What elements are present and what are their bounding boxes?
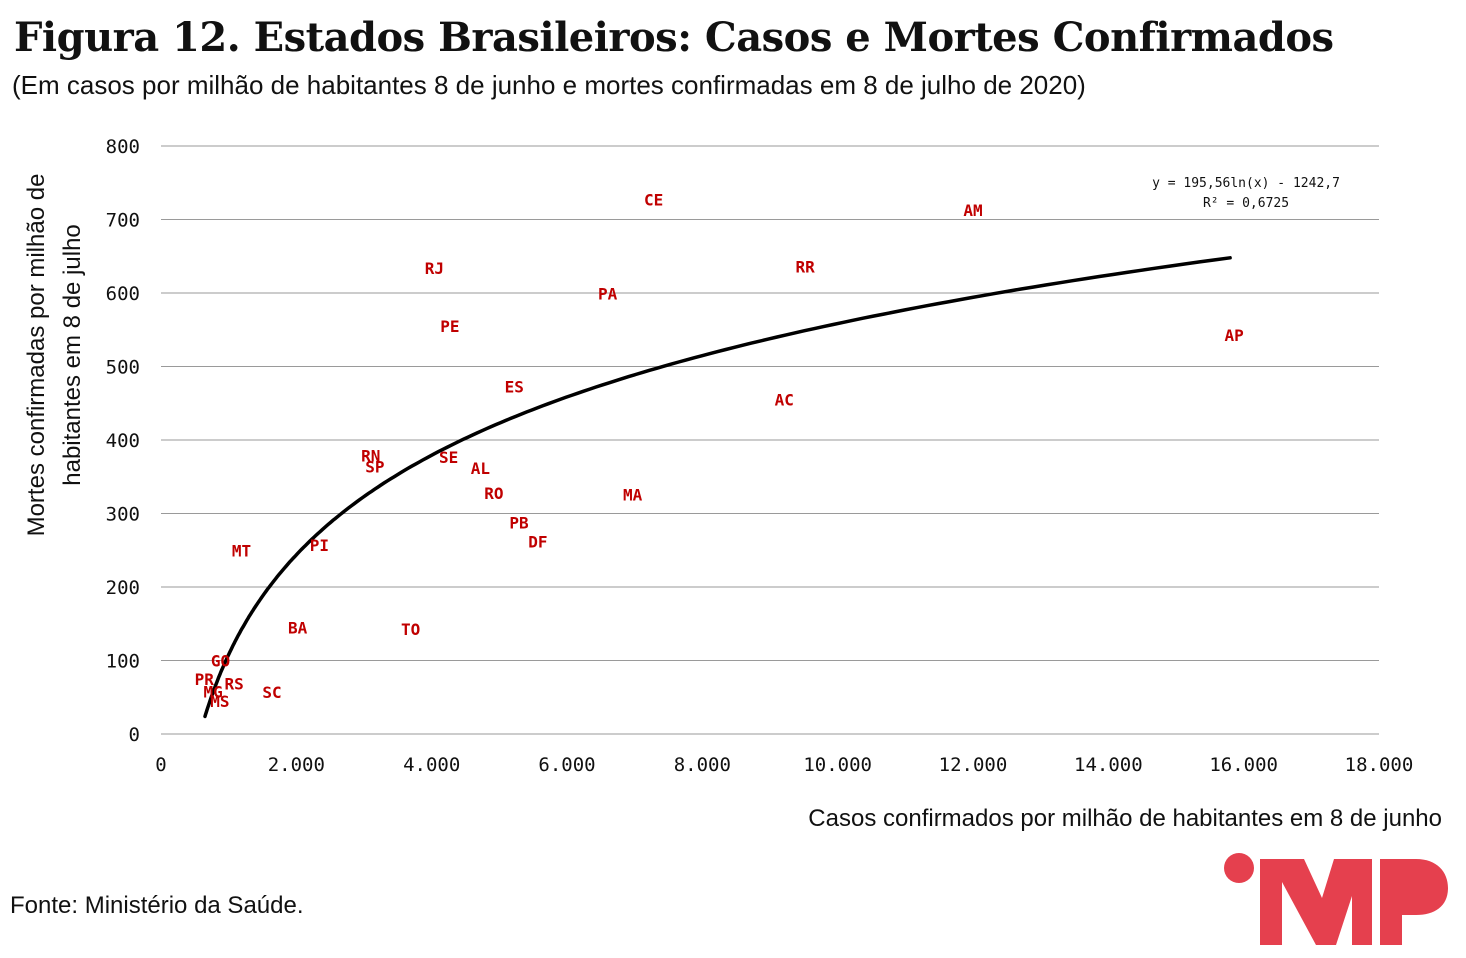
page-subtitle: (Em casos por milhão de habitantes 8 de … bbox=[12, 70, 1086, 100]
y-tick-label: 500 bbox=[106, 357, 140, 379]
data-point-rr: RR bbox=[796, 258, 816, 277]
x-axis-ticks: 0 2.000 4.000 6.000 8.000 10.000 12.000 14.000 1… bbox=[155, 754, 1413, 776]
data-point-pa: PA bbox=[598, 285, 618, 304]
scatter-chart: 0 100 200 300 400 500 600 700 800 0 2.000 4.000 6.0… bbox=[23, 136, 1442, 832]
gridlines bbox=[161, 145, 1379, 735]
data-point-rj: RJ bbox=[425, 259, 444, 278]
data-point-pi: PI bbox=[310, 536, 329, 555]
y-axis-label: Mortes confirmadas por milhão de habitan… bbox=[23, 174, 86, 537]
x-tick-label: 18.000 bbox=[1345, 754, 1414, 776]
data-point-to: TO bbox=[401, 620, 420, 639]
y-tick-label: 100 bbox=[106, 651, 140, 673]
x-axis-label: Casos confirmados por milhão de habitant… bbox=[808, 805, 1442, 832]
y-tick-label: 0 bbox=[129, 724, 140, 746]
trendline bbox=[203, 256, 1232, 719]
data-point-mt: MT bbox=[232, 541, 251, 560]
y-tick-label: 600 bbox=[106, 283, 140, 305]
data-point-se: SE bbox=[439, 448, 458, 467]
data-point-pb: PB bbox=[509, 513, 529, 532]
data-point-es: ES bbox=[505, 377, 524, 396]
trendline-r2: R² = 0,6725 bbox=[1203, 196, 1289, 211]
x-tick-label: 10.000 bbox=[803, 754, 872, 776]
data-point-ms: MS bbox=[210, 692, 229, 711]
data-point-df: DF bbox=[528, 532, 547, 551]
x-tick-label: 6.000 bbox=[538, 754, 595, 776]
y-axis-label-line-1: Mortes confirmadas por milhão de bbox=[23, 174, 50, 537]
x-tick-label: 16.000 bbox=[1209, 754, 1278, 776]
x-tick-label: 2.000 bbox=[268, 754, 325, 776]
data-point-al: AL bbox=[471, 459, 490, 478]
y-axis-ticks: 0 100 200 300 400 500 600 700 800 bbox=[106, 136, 140, 746]
brand-logo bbox=[1224, 853, 1448, 945]
y-tick-label: 700 bbox=[106, 210, 140, 232]
data-point-ma: MA bbox=[623, 485, 643, 504]
data-point-am: AM bbox=[963, 201, 982, 220]
page-title: Figura 12. Estados Brasileiros: Casos e … bbox=[14, 14, 1334, 61]
data-point-rs: RS bbox=[224, 674, 243, 693]
data-point-ac: AC bbox=[775, 391, 794, 410]
data-point-ce: CE bbox=[644, 191, 663, 210]
data-point-pr: PR bbox=[195, 670, 215, 689]
data-point-rn: RN bbox=[361, 446, 380, 465]
data-point-ba: BA bbox=[288, 618, 308, 637]
data-point-ap: AP bbox=[1225, 326, 1244, 345]
y-tick-label: 400 bbox=[106, 430, 140, 452]
data-point-ro: RO bbox=[484, 484, 503, 503]
data-point-sp: SP bbox=[365, 457, 384, 476]
data-point-sc: SC bbox=[262, 683, 281, 702]
x-tick-label: 8.000 bbox=[674, 754, 731, 776]
trendline-equation: y = 195,56ln(x) - 1242,7 bbox=[1152, 176, 1340, 191]
x-tick-label: 14.000 bbox=[1074, 754, 1143, 776]
y-tick-label: 800 bbox=[106, 136, 140, 158]
source-note: Fonte: Ministério da Saúde. bbox=[10, 892, 304, 919]
x-tick-label: 12.000 bbox=[939, 754, 1008, 776]
y-axis-label-line-2: habitantes em 8 de julho bbox=[59, 224, 86, 486]
data-point-go: GO bbox=[211, 652, 230, 671]
data-point-pe: PE bbox=[440, 317, 459, 336]
data-point-mg: MG bbox=[203, 682, 222, 701]
y-tick-label: 200 bbox=[106, 577, 140, 599]
y-tick-label: 300 bbox=[106, 504, 140, 526]
x-tick-label: 4.000 bbox=[403, 754, 460, 776]
x-tick-label: 0 bbox=[155, 754, 166, 776]
